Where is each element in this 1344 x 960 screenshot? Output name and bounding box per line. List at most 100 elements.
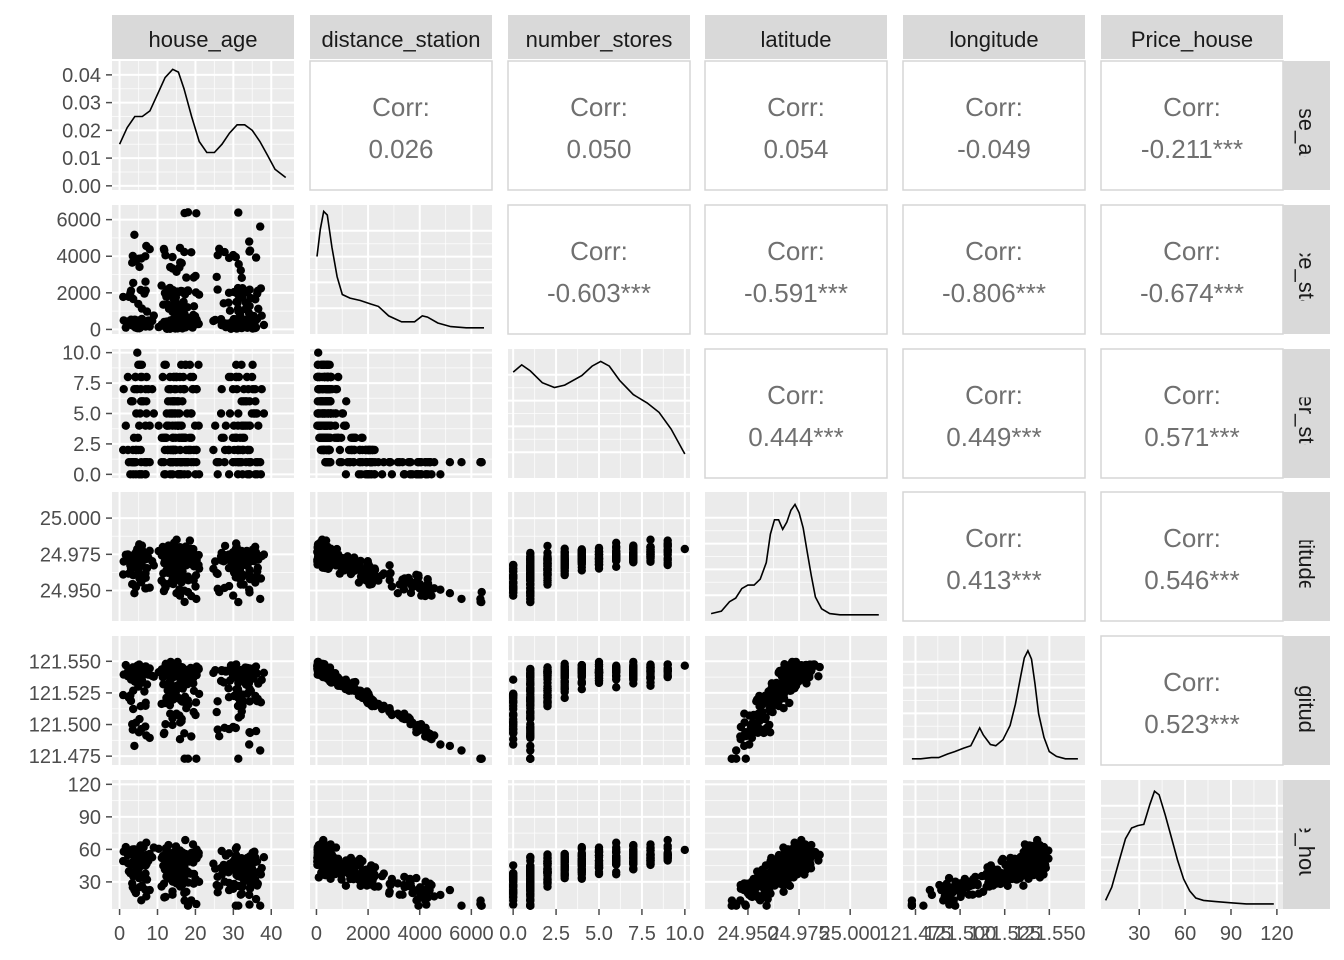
scatter-point (160, 360, 169, 369)
scatter-point (324, 668, 333, 677)
scatter-point (173, 567, 182, 576)
scatter-point (160, 579, 169, 588)
scatter-point (188, 372, 198, 382)
scatter-point (968, 880, 977, 890)
scatter-point (209, 859, 218, 868)
scatter-point (955, 887, 964, 896)
scatter-point (560, 550, 569, 559)
scatter-point (251, 295, 260, 304)
scatter-point (256, 574, 266, 583)
scatter-point (927, 890, 937, 900)
scatter-point (215, 244, 224, 253)
scatter-point (560, 693, 569, 703)
scatter-point (123, 372, 133, 382)
scatter-point (790, 684, 799, 693)
scatter-point (314, 857, 323, 867)
scatter-point (646, 681, 655, 690)
scatter-point (131, 554, 140, 563)
scatter-point (594, 660, 604, 669)
scatter-point (337, 875, 346, 884)
scatter-point (216, 409, 226, 418)
scatter-point (543, 580, 552, 589)
scatter-point (128, 458, 137, 467)
corr-label: Corr: (965, 236, 1023, 266)
y-axis-number_stores: 0.02.55.07.510.0 (62, 343, 112, 486)
scatter-point (543, 875, 552, 884)
scatter-point (224, 298, 233, 307)
column-strip-label: number_stores (526, 27, 673, 52)
scatter-point (189, 576, 198, 585)
panel-house_age-latitude: Corr:0.054 (704, 60, 888, 191)
scatter-point (341, 557, 350, 566)
scatter-point (663, 835, 672, 845)
scatter-point (232, 660, 241, 669)
scatter-point (181, 320, 190, 329)
scatter-point (736, 896, 745, 905)
scatter-point (131, 866, 140, 876)
scatter-point (775, 667, 785, 676)
scatter-point (194, 851, 203, 860)
scatter-point (212, 272, 221, 282)
scatter-point (149, 561, 158, 570)
scatter-point (348, 857, 358, 867)
scatter-point (228, 458, 238, 467)
scatter-point (324, 853, 333, 862)
panel-number_stores-Price_house: Corr:0.571*** (1100, 348, 1284, 479)
panel-Price_house-latitude (705, 780, 887, 910)
column-strip-Price_house: Price_house (1101, 15, 1283, 59)
corr-value: 0.571*** (1144, 422, 1239, 452)
scatter-point (232, 853, 241, 862)
panel-house_age-distance_station: Corr:0.026 (309, 60, 493, 191)
scatter-point (367, 573, 376, 582)
scatter-point (126, 691, 135, 700)
y-tick-label: 7.5 (73, 373, 101, 395)
scatter-point (998, 854, 1007, 864)
panel-house_age-longitude: Corr:-0.049 (902, 60, 1086, 191)
row-strip-distance_station: stance_statio (1283, 205, 1330, 334)
scatter-point (543, 541, 552, 551)
scatter-point (167, 409, 177, 418)
scatter-point (509, 735, 518, 744)
scatter-point (245, 900, 254, 909)
corr-value: -0.049 (957, 134, 1031, 164)
scatter-point (766, 728, 775, 737)
scatter-point (132, 409, 141, 418)
scatter-point (350, 553, 359, 562)
scatter-point (179, 372, 188, 382)
scatter-point (629, 857, 638, 867)
scatter-point (131, 372, 140, 382)
y-tick-label: 121.500 (29, 715, 101, 737)
y-tick-label: 24.950 (40, 581, 101, 603)
column-strip-number_stores: number_stores (508, 15, 690, 59)
panel-longitude-number_stores (508, 636, 690, 765)
scatter-point (162, 292, 171, 301)
scatter-point (334, 433, 343, 442)
scatter-point (189, 302, 199, 311)
scatter-point (224, 581, 234, 591)
scatter-point (134, 682, 143, 691)
column-strip-label: latitude (761, 27, 832, 52)
scatter-point (736, 880, 745, 890)
scatter-point (759, 890, 768, 899)
scatter-point (800, 671, 809, 680)
scatter-point (919, 901, 928, 910)
scatter-point (543, 553, 552, 562)
scatter-point (234, 754, 243, 763)
scatter-point (229, 591, 238, 600)
scatter-point (245, 890, 254, 900)
scatter-point (183, 696, 193, 705)
scatter-point (245, 247, 254, 256)
scatter-point (149, 672, 158, 681)
scatter-point (168, 720, 177, 730)
scatter-point (457, 594, 466, 604)
y-tick-label: 90 (79, 807, 101, 829)
scatter-point (168, 575, 177, 584)
scatter-point (157, 882, 166, 891)
scatter-point (398, 458, 407, 467)
scatter-point (777, 875, 786, 884)
scatter-point (752, 711, 761, 720)
scatter-point (406, 458, 415, 467)
scatter-point (173, 421, 182, 430)
scatter-point (228, 385, 238, 394)
